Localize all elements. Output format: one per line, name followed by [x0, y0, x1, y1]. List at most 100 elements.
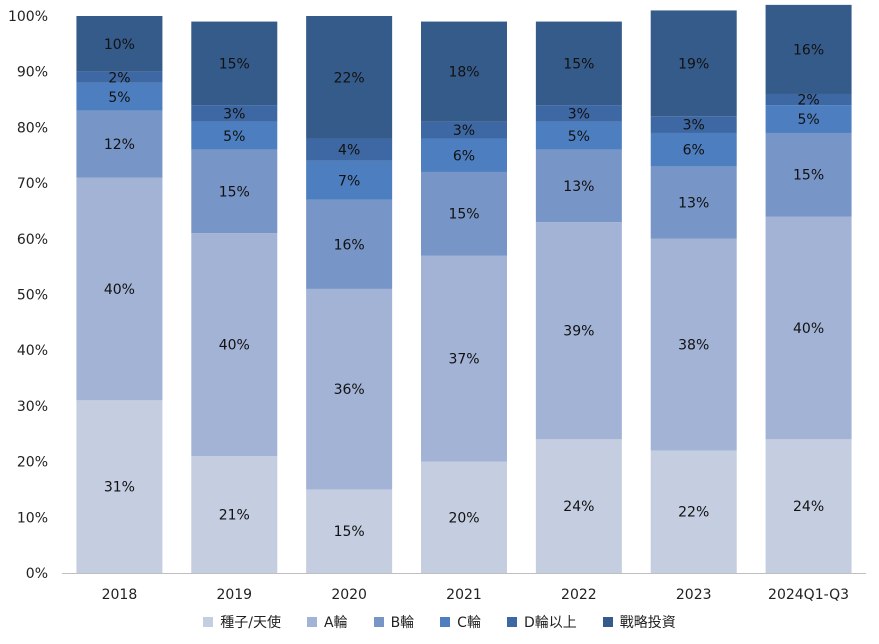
legend-item: B輪 — [373, 612, 414, 632]
data-label: 15% — [219, 184, 250, 200]
data-label: 3% — [683, 118, 705, 134]
bar-segment — [306, 288, 393, 490]
bar-segment — [191, 105, 278, 122]
bar-segment — [76, 177, 163, 401]
x-tick-label: 2019 — [216, 587, 252, 603]
legend-swatch — [602, 617, 613, 627]
y-tick-label: 10% — [17, 510, 48, 526]
bar-segment — [535, 105, 622, 122]
data-label: 24% — [563, 499, 594, 515]
data-label: 16% — [334, 237, 365, 253]
data-label: 3% — [568, 106, 590, 122]
bar-segment — [306, 138, 393, 161]
data-label: 13% — [678, 196, 709, 212]
data-label: 40% — [793, 321, 824, 337]
bar-segment — [191, 456, 278, 573]
y-tick-label: 70% — [17, 176, 48, 192]
bar-segment — [76, 16, 163, 72]
data-label: 5% — [797, 112, 819, 128]
bar-segment — [650, 450, 737, 573]
bar-segment — [191, 149, 278, 234]
x-tick-label: 2024Q1-Q3 — [768, 587, 849, 603]
bar-segment — [650, 166, 737, 239]
data-label: 12% — [104, 137, 135, 153]
bar-segment — [306, 16, 393, 139]
bar-segment — [191, 21, 278, 106]
data-label: 5% — [568, 129, 590, 145]
legend: 種子/天使 A輪 B輪 C輪 D輪以上 戰略投資 — [0, 612, 879, 632]
data-label: 15% — [793, 168, 824, 184]
bar-segment — [765, 439, 852, 573]
bar-segment — [421, 255, 507, 462]
data-label: 2% — [108, 70, 130, 86]
bar-segment — [191, 121, 278, 150]
data-label: 2% — [797, 93, 819, 109]
legend-swatch — [203, 617, 214, 627]
bar-segment — [650, 132, 737, 167]
data-label: 6% — [683, 143, 705, 159]
data-label: 22% — [334, 70, 365, 86]
bar-segment — [421, 461, 507, 573]
x-tick-label: 2020 — [331, 587, 367, 603]
data-label: 16% — [793, 42, 824, 58]
legend-label: A輪 — [323, 615, 348, 631]
bar-segment — [765, 105, 852, 133]
data-label: 15% — [334, 524, 365, 540]
data-label: 40% — [219, 338, 250, 354]
y-tick-label: 80% — [17, 120, 48, 136]
bar-segment — [535, 121, 622, 150]
bar-segment — [421, 121, 507, 139]
bar-segment — [535, 149, 622, 223]
legend-label: 戰略投資 — [619, 615, 676, 631]
y-tick-label: 100% — [8, 9, 48, 25]
legend-label: D輪以上 — [523, 615, 577, 631]
legend-label: 種子/天使 — [220, 615, 281, 631]
data-label: 5% — [108, 90, 130, 106]
y-tick-label: 0% — [26, 566, 48, 582]
data-label: 38% — [678, 338, 709, 354]
bar-segment — [765, 4, 852, 94]
bar-segment — [306, 489, 393, 573]
data-label: 3% — [453, 123, 475, 139]
y-tick-label: 90% — [17, 65, 48, 81]
bar-segment — [191, 233, 278, 457]
bar-segment — [765, 93, 852, 106]
legend-item: C輪 — [440, 612, 481, 632]
bar-segment — [76, 82, 163, 111]
x-tick-label: 2022 — [561, 587, 597, 603]
x-tick-label: 2021 — [446, 587, 482, 603]
data-label: 18% — [448, 65, 479, 81]
bar-segment — [650, 116, 737, 133]
data-label: 5% — [223, 129, 245, 145]
legend-item: D輪以上 — [506, 612, 577, 632]
legend-item: 戰略投資 — [602, 612, 676, 632]
bar-segment — [765, 216, 852, 440]
data-label: 15% — [448, 207, 479, 223]
data-label: 21% — [219, 508, 250, 524]
data-label: 39% — [563, 324, 594, 340]
legend-label: C輪 — [457, 615, 481, 631]
x-tick-label: 2018 — [102, 587, 138, 603]
legend-swatch — [506, 617, 517, 627]
legend-swatch — [440, 617, 451, 627]
bar-segment — [306, 199, 393, 289]
data-label: 3% — [223, 106, 245, 122]
bar-segment — [535, 439, 622, 573]
x-tick-label: 2023 — [676, 587, 712, 603]
bar-segment — [535, 21, 622, 106]
bar-segment — [650, 10, 737, 117]
y-tick-label: 60% — [17, 232, 48, 248]
data-label: 22% — [678, 505, 709, 521]
bar-segment — [421, 171, 507, 256]
data-label: 20% — [448, 510, 479, 526]
bar-segment — [76, 110, 163, 178]
y-tick-label: 50% — [17, 288, 48, 304]
bar-segment — [421, 21, 507, 122]
data-label: 15% — [219, 56, 250, 72]
bar-segment — [650, 238, 737, 451]
legend-item: 種子/天使 — [203, 612, 281, 632]
bar-segment — [765, 132, 852, 217]
bar-segment — [535, 222, 622, 440]
stacked-bar-chart: 0% 10% 20% 30% 40% 50% 60% 70% 80% 90% 100% 31% 40% 1… — [8, 4, 866, 603]
